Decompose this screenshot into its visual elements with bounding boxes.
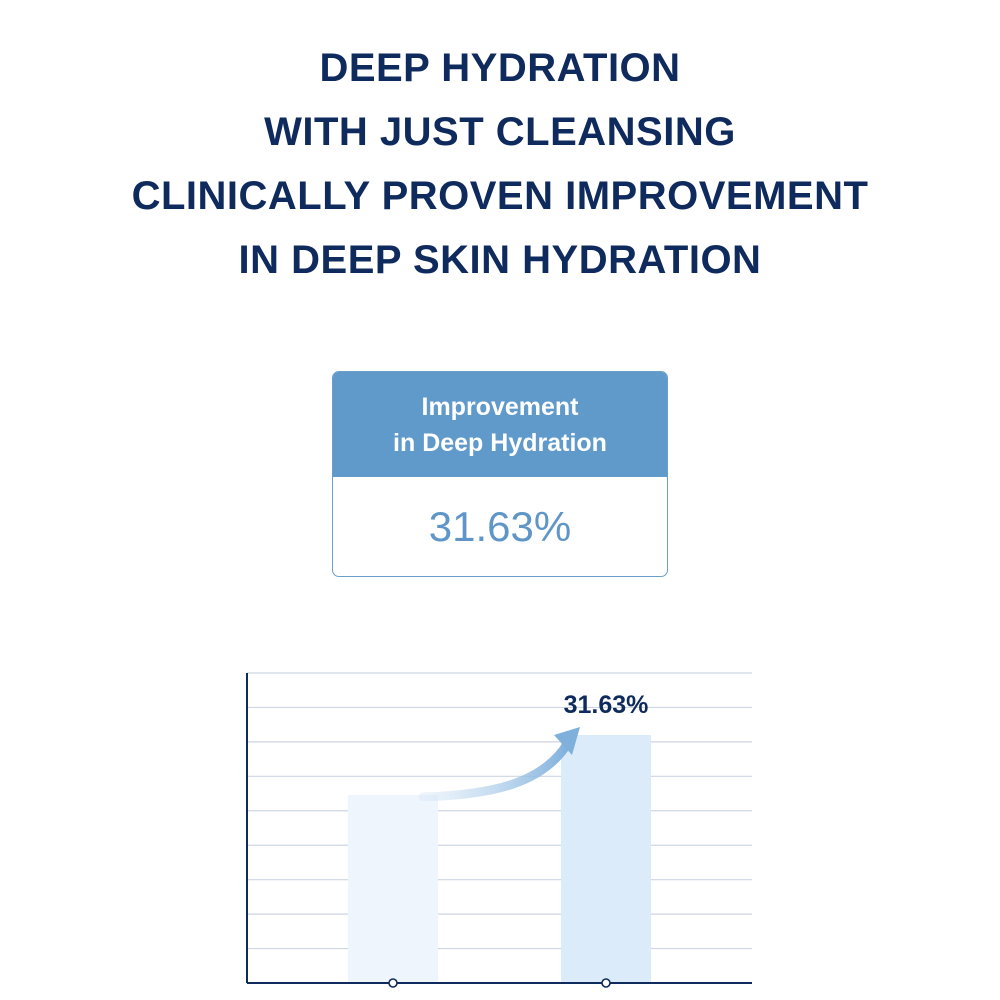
headline-line-4: IN DEEP SKIN HYDRATION <box>238 238 762 282</box>
headline: DEEP HYDRATION WITH JUST CLEANSING CLINI… <box>0 36 1000 292</box>
headline-line-3: CLINICALLY PROVEN IMPROVEMENT <box>131 174 869 218</box>
data-label-2: 31.63% <box>564 691 649 719</box>
x-tick-marker-1 <box>388 978 398 988</box>
stat-value: 31.63% <box>428 502 572 550</box>
hydration-bar-chart: 31.63% <box>246 672 752 988</box>
bar-1 <box>348 794 438 983</box>
growth-arrow <box>418 738 573 802</box>
stat-label-line-1: Improvement <box>421 392 579 421</box>
stat-label-line-2: in Deep Hydration <box>393 428 607 457</box>
headline-line-1: DEEP HYDRATION <box>319 46 681 90</box>
x-tick-marker-2 <box>601 978 611 988</box>
headline-line-2: WITH JUST CLEANSING <box>264 110 736 154</box>
stat-card: Improvement in Deep Hydration 31.63% <box>332 371 668 577</box>
stat-card-header: Improvement in Deep Hydration <box>333 372 667 477</box>
growth-arrow-head <box>554 727 580 755</box>
bar-2 <box>561 735 651 983</box>
